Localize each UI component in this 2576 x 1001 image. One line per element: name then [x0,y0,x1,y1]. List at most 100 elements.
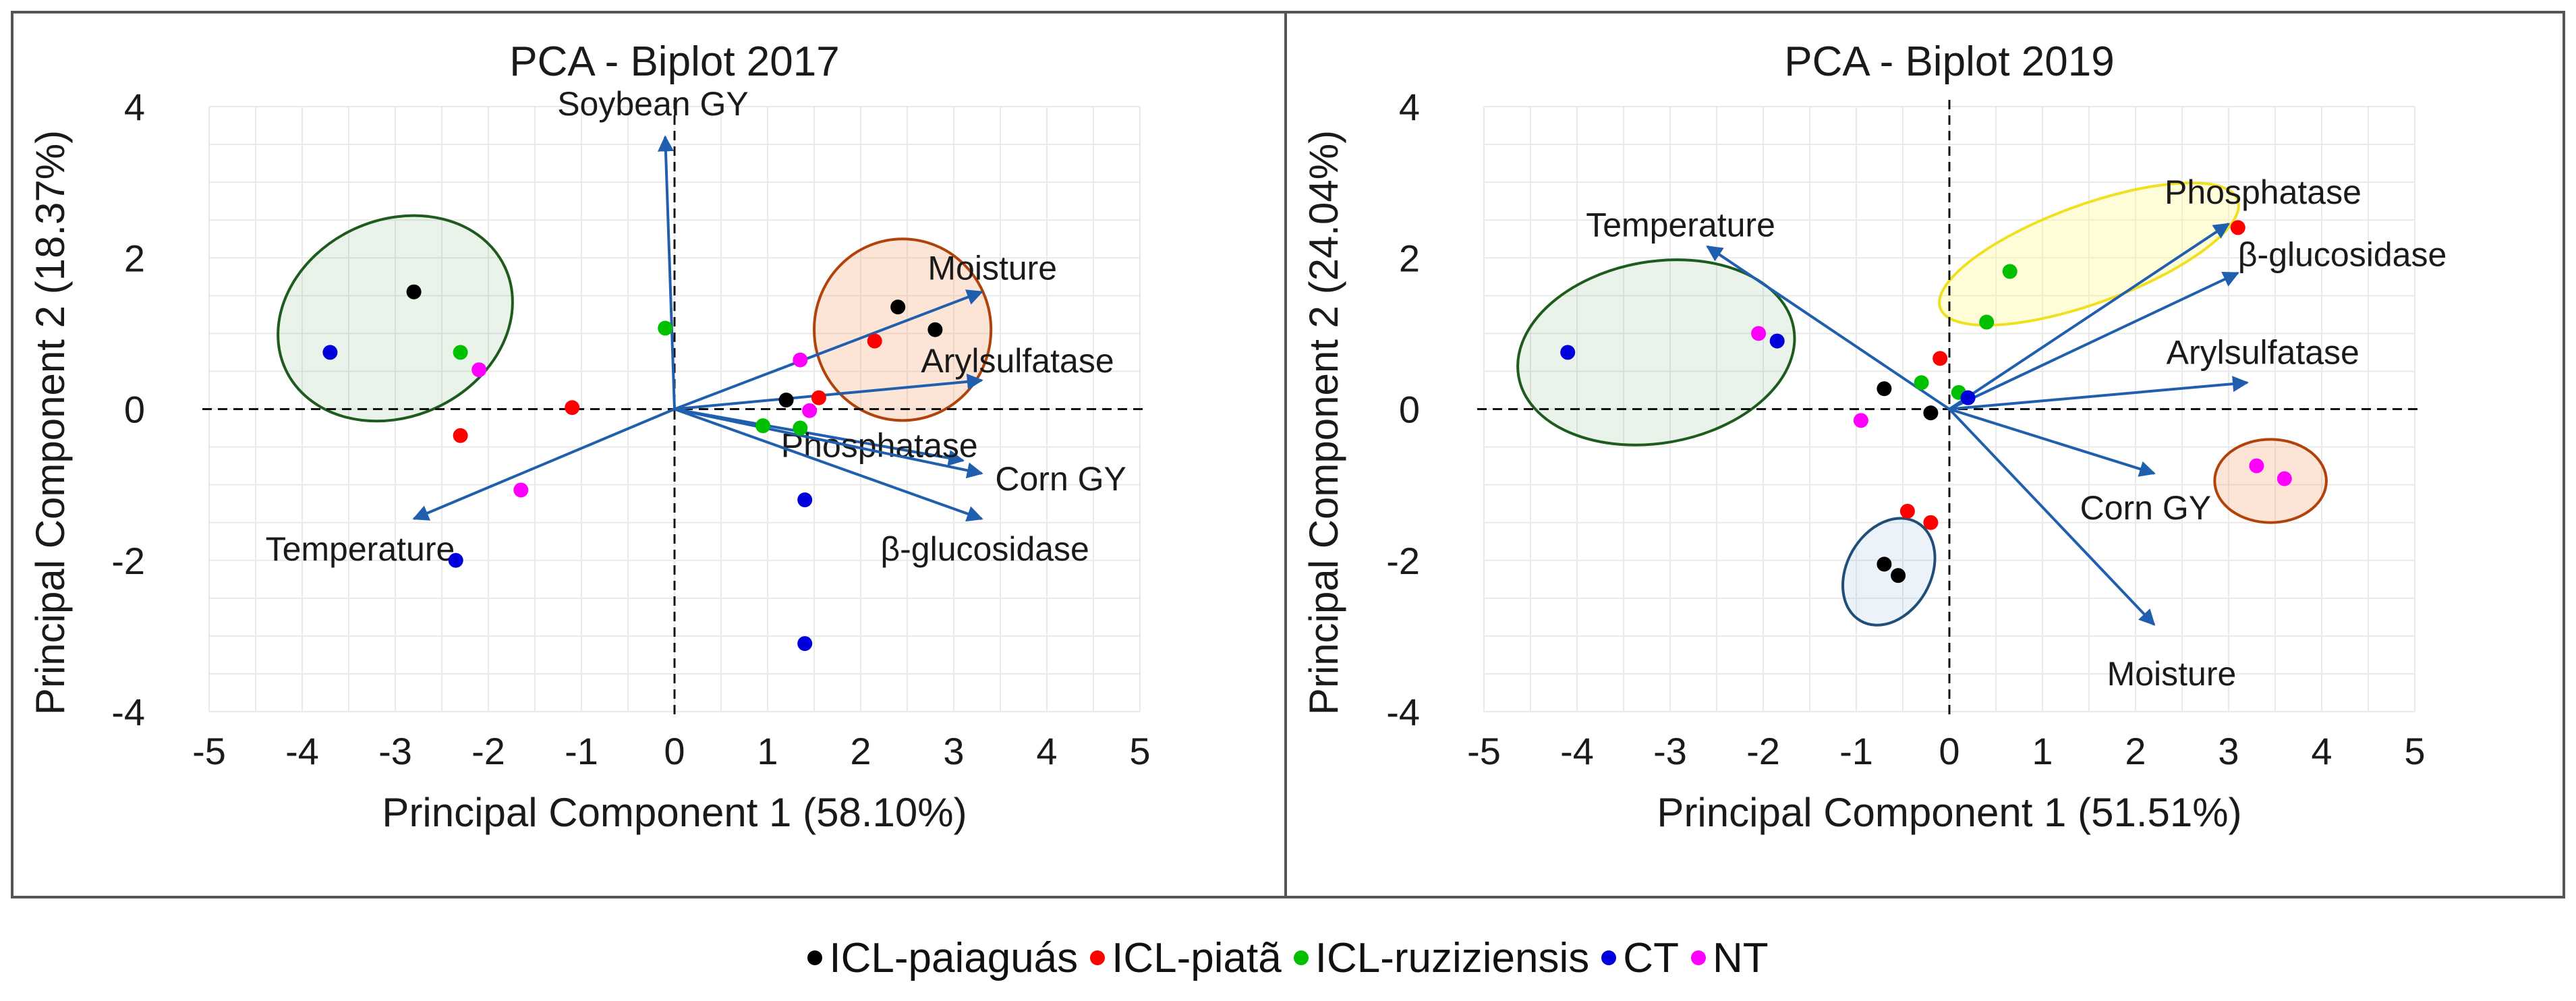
x-tick-label: -4 [285,730,319,772]
legend-label: ICL-paiaguás [829,934,1079,981]
group-ellipse-orange [813,237,993,422]
group-ellipse-blue [1841,517,1937,627]
x-tick-label: 0 [664,730,685,772]
data-point [406,284,422,299]
loading-vector [1949,407,2156,477]
data-point [793,352,808,368]
y-tick-label: 0 [124,389,145,431]
data-point [793,420,808,436]
legend: ICL-paiaguás ICL-piatã ICL-ruziziensis CT NT [0,924,2576,992]
y-tick-label: 2 [124,237,145,279]
data-point [1751,326,1767,341]
x-tick-label: 4 [1036,730,1057,772]
x-tick-label: -1 [1839,730,1873,772]
data-point [1899,503,1915,519]
data-point [867,333,882,349]
loading-vector [1949,376,2249,411]
y-axis-label: Principal Component 2 (18.37%) [28,130,73,715]
x-tick-label: -3 [378,730,412,772]
loading-vector [657,135,676,409]
legend-item: ICL-ruziziensis [1293,934,1589,982]
vector-label: β-glucosidase [880,530,1089,568]
data-point [1923,405,1939,421]
group-ellipse-green [277,214,514,423]
vector-label: Moisture [2107,655,2237,693]
data-point [2002,264,2017,279]
x-tick-label: 3 [2218,730,2239,772]
x-tick-label: -3 [1653,730,1687,772]
vector-label: Corn GY [2080,489,2212,527]
data-point [1877,381,1892,397]
vector-label: Soybean GY [557,85,749,123]
legend-label: NT [1712,934,1769,981]
data-point [1979,314,1995,330]
biplot-2019-panel: Temperature Phosphatase β-glucosidase Aryls… [1301,38,2446,835]
loading-vector [1948,223,2230,411]
data-point [471,362,487,378]
data-point [797,636,813,652]
legend-item: CT [1601,934,1679,982]
data-point [565,400,580,416]
data-point [658,320,673,336]
data-point [1933,351,1948,366]
x-axis-label: Principal Component 1 (58.10%) [382,790,967,835]
legend-label: CT [1623,934,1679,981]
x-tick-label: 2 [850,730,871,772]
x-tick-label: 1 [757,730,778,772]
x-tick-label: 5 [1129,730,1150,772]
loading-vector [674,373,983,411]
x-tick-label: 1 [2032,730,2053,772]
legend-marker [1293,950,1309,965]
data-point [1877,556,1892,572]
data-point [453,428,468,443]
biplot-2017-panel: Soybean GYMoistureArylsulfatasePhosphata… [28,38,1151,835]
y-tick-label: 0 [1399,389,1420,431]
legend-marker [1601,950,1617,965]
data-point [1853,413,1868,428]
legend-marker [807,950,823,965]
loading-vector [674,289,983,411]
x-tick-label: 3 [943,730,964,772]
y-tick-label: 2 [1399,237,1420,279]
vector-label: Temperature [266,530,455,568]
x-tick-label: 4 [2311,730,2332,772]
data-point [802,403,818,418]
data-point [927,322,943,337]
data-point [1960,390,1976,405]
data-point [797,492,813,508]
y-axis-label: Principal Component 2 (24.04%) [1301,130,1346,715]
data-point [513,482,529,498]
y-tick-label: -2 [111,540,145,582]
data-point [2277,471,2292,486]
vector-label: Phosphatase [2165,173,2362,211]
group-ellipse-green [1516,258,1796,447]
legend-marker [1690,950,1706,965]
vector-label: β-glucosidase [2238,236,2446,274]
x-tick-label: -4 [1560,730,1594,772]
y-tick-label: -2 [1386,540,1420,582]
data-point [1914,375,1929,391]
y-tick-label: 4 [124,86,145,128]
y-tick-label: 4 [1399,86,1420,128]
x-tick-label: -5 [1467,730,1501,772]
loading-vector [674,407,983,479]
vector-label: Arylsulfatase [921,342,1114,380]
data-point [1560,345,1576,360]
x-tick-label: 0 [1939,730,1959,772]
chart-title: PCA - Biplot 2017 [509,38,839,85]
vector-label: Moisture [927,250,1057,287]
x-tick-label: -5 [192,730,226,772]
legend-marker [1090,950,1106,965]
y-tick-label: -4 [111,691,145,733]
legend-item: ICL-paiaguás [807,934,1078,982]
legend-label: ICL-piatã [1112,934,1282,981]
panel-frame-2019 [1284,11,2565,898]
group-ellipse-orange [2213,438,2328,524]
vector-label: Temperature [1586,206,1775,244]
loading-vector [412,407,675,521]
data-point [448,552,463,568]
y-tick-label: -4 [1386,691,1420,733]
legend-item: NT [1690,934,1769,982]
loading-vector [674,407,983,522]
